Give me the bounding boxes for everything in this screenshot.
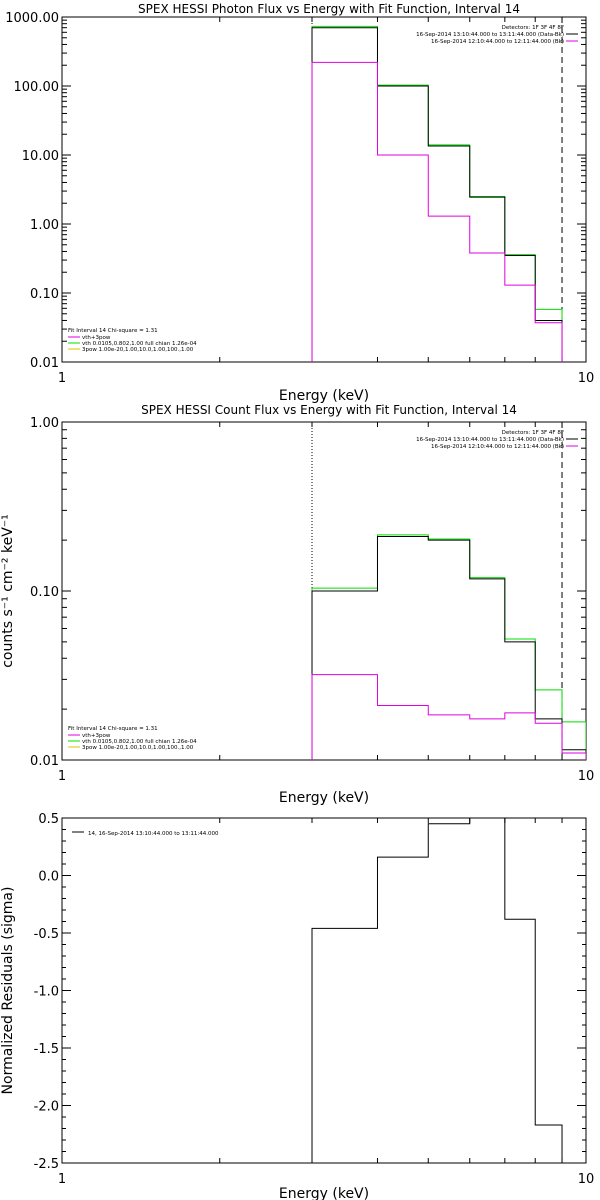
- y-axis-label: counts s⁻¹ cm⁻² keV⁻¹: [0, 514, 16, 668]
- y-tick-label: 1000.00: [5, 11, 59, 26]
- series-histogram: [311, 27, 563, 362]
- fit-legend-entry: 3pow 1.00e-20,1.00,10.0,1.00,100.,1.00: [82, 347, 194, 353]
- fit-legend-header: Fit Interval 14 Chi-square = 1.31: [68, 328, 158, 334]
- y-tick-label: 10.00: [22, 149, 59, 164]
- count-flux-panel: SPEX HESSI Count Flux vs Energy with Fit…: [0, 403, 594, 806]
- plot-area: [311, 422, 586, 760]
- fit-legend-entry: 3pow 1.00e-20,1.00,10.0,1.00,100.,1.00: [82, 745, 194, 751]
- x-axis-label: Energy (keV): [279, 1186, 369, 1200]
- plot-area: [311, 17, 563, 362]
- y-axis-label: Normalized Residuals (sigma): [0, 887, 16, 1095]
- series-histogram: [311, 534, 586, 760]
- y-tick-label: 0.10: [30, 585, 59, 600]
- y-tick-label: 0.01: [30, 754, 59, 769]
- x-tick-label: 10: [578, 1172, 595, 1187]
- legend-header: Detectors: 1F 3F 4F 8F: [502, 430, 564, 436]
- series-histogram: [311, 536, 586, 760]
- x-tick-label: 10: [578, 371, 595, 386]
- y-tick-label: -0.5: [34, 927, 59, 942]
- fit-legend-entry: vth 0.0105,0.802,1.00 full chian 1.26e-0…: [82, 341, 197, 347]
- y-tick-label: -2.0: [34, 1100, 59, 1115]
- x-axis-label: Energy (keV): [279, 790, 369, 806]
- legend-entry: 14, 16-Sep-2014 13:10:44.000 to 13:11:44…: [88, 831, 219, 837]
- series-histogram: [311, 674, 586, 760]
- residuals-panel: 0.5 0.0 -0.5 -1.0 -1.5 -2.0 -2.51 10 Energy (keV…: [0, 812, 594, 1200]
- fit-legend-header: Fit Interval 14 Chi-square = 1.31: [68, 726, 158, 732]
- x-tick-label: 1: [58, 769, 66, 784]
- y-tick-label: 100.00: [14, 80, 60, 95]
- plot-frame: [61, 817, 587, 1164]
- fit-legend-entry: vth 0.0105,0.802,1.00 full chian 1.26e-0…: [82, 739, 197, 745]
- series-histogram: [311, 25, 563, 362]
- y-tick-label: 1.00: [30, 416, 59, 431]
- x-tick-label: 1: [58, 1172, 66, 1187]
- photon-flux-panel: SPEX HESSI Photon Flux vs Energy with Fi…: [5, 2, 594, 404]
- x-tick-label: 1: [58, 371, 66, 386]
- y-tick-label: -1.0: [34, 985, 59, 1000]
- y-tick-label: -1.5: [34, 1042, 59, 1057]
- legend-header: Detectors: 1F 3F 4F 8F: [502, 25, 564, 31]
- chart-title: SPEX HESSI Count Flux vs Energy with Fit…: [141, 403, 517, 417]
- legend-entry: 16-Sep-2014 13:10:44.000 to 13:11:44.000…: [416, 32, 564, 38]
- plot-area: [311, 818, 563, 1163]
- y-tick-label: 0.0: [38, 870, 59, 885]
- y-tick-label: 0.5: [38, 812, 59, 827]
- plot-frame: [61, 16, 587, 363]
- y-tick-label: 1.00: [30, 218, 59, 233]
- series-histogram: [311, 818, 563, 1163]
- x-axis-label: Energy (keV): [279, 388, 369, 404]
- fit-legend-entry: vth+3pow: [82, 733, 111, 739]
- y-tick-label: -2.5: [34, 1157, 59, 1172]
- y-tick-label: 0.01: [30, 356, 59, 371]
- series-histogram: [311, 61, 563, 362]
- y-tick-label: 0.10: [30, 287, 59, 302]
- fit-legend-entry: vth+3pow: [82, 335, 111, 341]
- x-tick-label: 10: [578, 769, 595, 784]
- chart-title: SPEX HESSI Photon Flux vs Energy with Fi…: [138, 2, 520, 16]
- legend-entry: 16-Sep-2014 13:10:44.000 to 13:11:44.000…: [416, 437, 564, 443]
- legend-entry: 16-Sep-2014 12:10:44.000 to 12:11:44.000…: [431, 444, 564, 450]
- legend-entry: 16-Sep-2014 12:10:44.000 to 12:11:44.000…: [431, 39, 564, 45]
